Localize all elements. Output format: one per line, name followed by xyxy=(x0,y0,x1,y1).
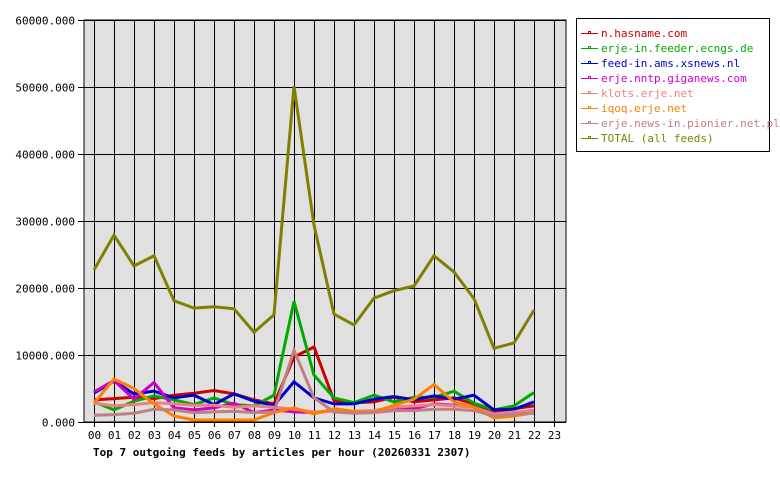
legend-box xyxy=(576,18,770,152)
x-tick-label: 14 xyxy=(368,429,382,442)
x-tick-label: 04 xyxy=(168,429,182,442)
legend-item: iqoq.erje.net xyxy=(581,102,687,115)
x-tick-label: 07 xyxy=(228,429,241,442)
x-tick-label: 03 xyxy=(148,429,161,442)
legend-item: klots.erje.net xyxy=(581,87,694,100)
series-line xyxy=(93,345,535,418)
x-tick-label: 11 xyxy=(308,429,321,442)
x-tick-label: 08 xyxy=(248,429,261,442)
series-line xyxy=(93,401,535,416)
legend-label: n.hasname.com xyxy=(601,27,687,40)
legend-item: erje.nntp.giganews.com xyxy=(581,72,747,85)
x-tick-label: 15 xyxy=(388,429,401,442)
legend: n.hasname.com erje-in.feeder.ecngs.de feed… xyxy=(576,18,780,152)
x-tick-label: 13 xyxy=(348,429,361,442)
x-tick-label: 21 xyxy=(508,429,521,442)
legend-label: erje-in.feeder.ecngs.de xyxy=(601,42,753,55)
x-tick-label: 12 xyxy=(328,429,341,442)
legend-item: erje-in.feeder.ecngs.de xyxy=(581,42,753,55)
legend-item: TOTAL (all feeds) xyxy=(581,132,714,145)
y-tick-label: 10000.000 xyxy=(15,350,75,363)
x-tick-label: 19 xyxy=(468,429,481,442)
data-series xyxy=(92,86,536,422)
x-tick-label: 02 xyxy=(128,429,141,442)
x-tick-label: 23 xyxy=(548,429,561,442)
grid-lines xyxy=(84,20,566,423)
legend-label: erje.news-in.pionier.net.pl xyxy=(601,117,780,130)
x-tick-label: 06 xyxy=(208,429,221,442)
legend-item: n.hasname.com xyxy=(581,27,687,40)
legend-label: erje.nntp.giganews.com xyxy=(601,72,747,85)
legend-item: erje.news-in.pionier.net.pl xyxy=(581,117,780,130)
x-tick-label: 18 xyxy=(448,429,461,442)
legend-label: feed-in.ams.xsnews.nl xyxy=(601,57,740,70)
x-tick-label: 17 xyxy=(428,429,441,442)
x-tick-label: 22 xyxy=(528,429,541,442)
x-tick-label: 10 xyxy=(288,429,301,442)
x-tick-label: 09 xyxy=(268,429,281,442)
legend-item: feed-in.ams.xsnews.nl xyxy=(581,57,740,70)
x-tick-label: 05 xyxy=(188,429,201,442)
series-line xyxy=(92,86,536,351)
x-tick-label: 00 xyxy=(88,429,101,442)
x-tick-label: 16 xyxy=(408,429,421,442)
plot-border xyxy=(83,19,567,423)
x-axis-ticks: 00 01 02 03 04 05 06 07 08 09 10 11 12 13 14 15 16 17 18 19… xyxy=(88,422,561,442)
chart-title: Top 7 outgoing feeds by articles per hou… xyxy=(93,446,471,459)
y-tick-label: 40000.000 xyxy=(15,149,75,162)
y-tick-label: 60000.000 xyxy=(15,15,75,28)
x-tick-label: 01 xyxy=(108,429,121,442)
y-tick-label: 50000.000 xyxy=(15,82,75,95)
legend-label: klots.erje.net xyxy=(601,87,694,100)
y-tick-label: 30000.000 xyxy=(15,216,75,229)
legend-label: iqoq.erje.net xyxy=(601,102,687,115)
legend-label: TOTAL (all feeds) xyxy=(601,132,714,145)
x-tick-label: 20 xyxy=(488,429,501,442)
y-axis-ticks: 0.000 10000.000 20000.000 30000.000 40000.00… xyxy=(15,15,84,430)
series-line xyxy=(92,377,535,422)
y-tick-label: 0.000 xyxy=(42,417,75,430)
y-tick-label: 20000.000 xyxy=(15,283,75,296)
